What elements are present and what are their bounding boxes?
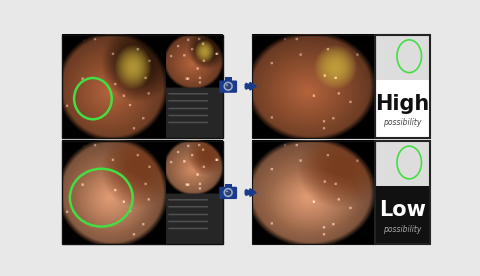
FancyBboxPatch shape [225, 184, 232, 188]
Bar [375, 35, 431, 138]
Circle shape [224, 189, 232, 196]
Bar [61, 141, 223, 244]
Bar [61, 35, 223, 138]
Circle shape [226, 190, 230, 195]
FancyArrow shape [245, 83, 256, 90]
Bar [375, 141, 431, 244]
Text: High: High [375, 94, 430, 114]
FancyBboxPatch shape [219, 81, 237, 93]
Circle shape [226, 191, 228, 192]
FancyArrow shape [245, 189, 256, 196]
Circle shape [226, 84, 230, 89]
Bar [375, 35, 431, 138]
Text: Low: Low [379, 200, 426, 220]
Bar [375, 80, 430, 137]
Circle shape [226, 84, 228, 86]
FancyBboxPatch shape [219, 187, 237, 199]
FancyBboxPatch shape [225, 77, 232, 82]
Bar [375, 186, 430, 243]
Bar [252, 35, 375, 138]
Bar [252, 141, 375, 244]
Text: possibility: possibility [384, 118, 422, 127]
Bar [375, 141, 431, 244]
Circle shape [224, 83, 232, 90]
Text: possibility: possibility [384, 225, 422, 233]
